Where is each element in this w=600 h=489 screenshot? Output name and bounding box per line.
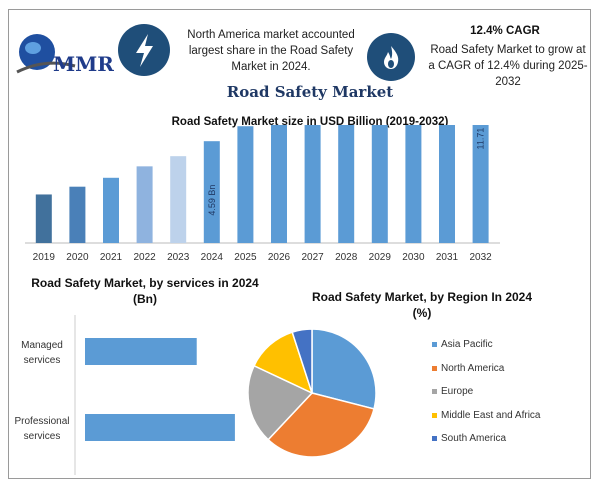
tick-label-2027: 2027	[301, 252, 324, 263]
fact-north-america: North America market accounted largest s…	[187, 29, 355, 73]
tick-label-2022: 2022	[133, 252, 156, 263]
tick-label-2025: 2025	[234, 252, 257, 263]
tick-label-2028: 2028	[335, 252, 358, 263]
bar-2028	[338, 125, 355, 243]
flame-icon	[367, 33, 415, 81]
bar-2026	[271, 125, 287, 243]
bar-2023	[170, 156, 187, 243]
legend-label: South America	[441, 433, 507, 444]
services-chart-subtitle: (Bn)	[133, 292, 157, 306]
bar-2027	[304, 125, 321, 243]
legend-item: Middle East and Africa	[432, 410, 541, 421]
category-label: services	[24, 355, 61, 366]
legend-swatch	[432, 365, 437, 371]
tick-label-2032: 2032	[469, 252, 492, 263]
tick-label-2030: 2030	[402, 252, 425, 263]
cagr-text: Road Safety Market to grow at a CAGR of …	[428, 44, 588, 88]
legend-label: Asia Pacific	[441, 339, 493, 350]
logo-text: MMR	[53, 52, 114, 76]
services-chart-title: Road Safety Market, by services in 2024	[31, 276, 259, 290]
bar-2020	[69, 186, 86, 243]
mmr-logo: MMR	[15, 28, 115, 80]
lightning-icon	[118, 24, 170, 76]
tick-label-2023: 2023	[167, 252, 190, 263]
data-label-2032: 11.71 Bn	[476, 125, 486, 149]
legend-label: Middle East and Africa	[441, 409, 541, 421]
tick-label-2029: 2029	[369, 252, 392, 263]
legend-label: North America	[441, 362, 505, 374]
cagr-title: 12.4% CAGR	[470, 25, 540, 37]
infographic-frame	[8, 9, 591, 479]
legend-swatch	[432, 389, 437, 394]
pie-slice-asia-pacific	[311, 328, 377, 410]
bar-2029	[371, 125, 388, 243]
pie-slice-north-america	[267, 392, 375, 458]
pie-slice-south-america	[291, 328, 313, 394]
data-label-2024: 4.59 Bn	[207, 185, 217, 216]
pie-slice-europe	[247, 364, 314, 441]
bar-2032	[472, 125, 489, 243]
tick-label-2026: 2026	[268, 252, 291, 263]
tick-label-2031: 2031	[436, 252, 459, 263]
tick-label-2024: 2024	[201, 252, 224, 263]
main-title: Road Safety Market	[226, 83, 394, 101]
category-label: Managed	[21, 340, 63, 351]
tick-label-2020: 2020	[66, 252, 89, 263]
services-bar-chart: Managed services Professional services	[14, 315, 235, 475]
legend-item: Asia Pacific	[432, 339, 493, 350]
bar-professional-services	[85, 414, 235, 441]
bar-2024	[203, 141, 220, 243]
category-label: services	[24, 431, 61, 442]
legend-item: North America	[432, 363, 504, 374]
bar-2025	[237, 126, 254, 243]
region-chart-subtitle: (%)	[412, 306, 432, 320]
bar-2022	[136, 166, 153, 243]
category-label: Professional	[14, 416, 69, 427]
tick-label-2021: 2021	[100, 252, 123, 263]
legend-swatch	[432, 342, 437, 347]
bar-2031	[439, 125, 455, 243]
bar-2030	[405, 125, 422, 243]
region-pie-chart	[247, 328, 377, 458]
bar-2019	[35, 194, 52, 243]
legend-item: Europe	[432, 386, 473, 397]
market-size-bar-chart: 2019 2020 2021 2022 2023 2024 4.59 Bn 2025 2026 2…	[25, 125, 500, 263]
bar-managed-services	[85, 338, 197, 365]
tick-label-2019: 2019	[33, 252, 56, 263]
legend-item: South America	[432, 433, 506, 444]
bar-2021	[103, 177, 119, 243]
region-chart-title: Road Safety Market, by Region In 2024	[311, 290, 533, 304]
legend-swatch	[432, 412, 437, 418]
legend-label: Europe	[441, 386, 474, 397]
legend-swatch	[432, 436, 437, 441]
